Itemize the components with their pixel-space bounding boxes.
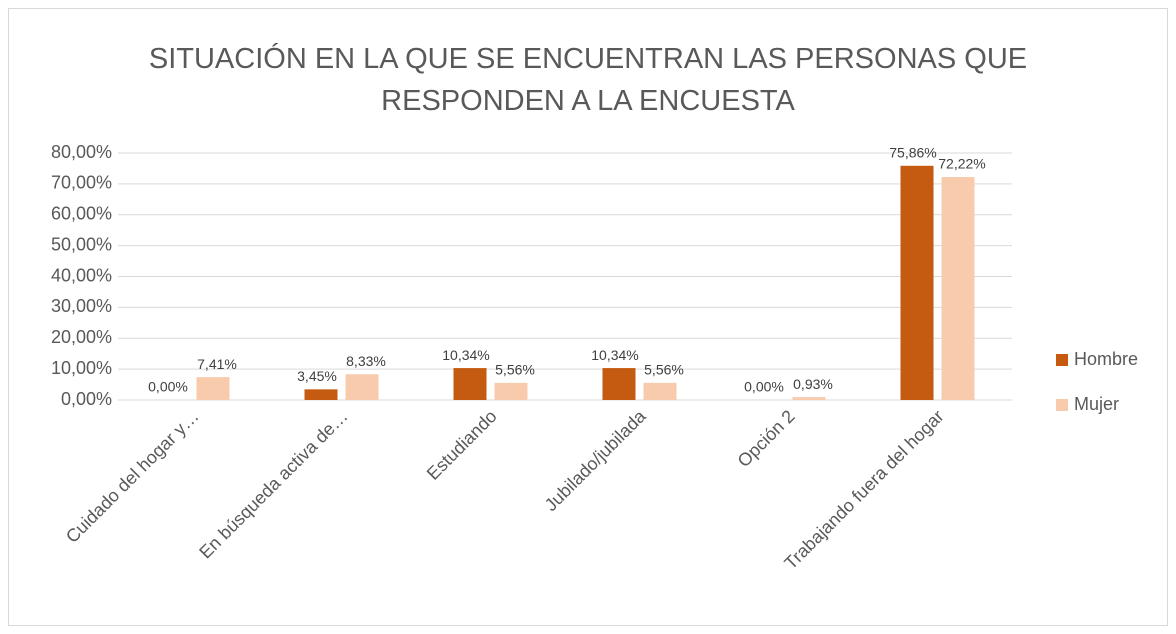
legend-label: Hombre xyxy=(1074,349,1138,369)
value-label: 10,34% xyxy=(591,347,638,363)
value-label: 0,00% xyxy=(744,379,784,395)
bar xyxy=(345,374,379,400)
x-tick-label: Jubilado/jubilada xyxy=(541,405,651,515)
value-label: 7,41% xyxy=(197,356,237,372)
x-tick-label: Estudiando xyxy=(423,406,501,484)
bar xyxy=(643,382,677,400)
y-tick-label: 60,00% xyxy=(51,204,112,224)
y-tick-label: 0,00% xyxy=(61,389,112,409)
x-tick-label: Cuidado del hogar y… xyxy=(62,406,203,547)
value-label: 3,45% xyxy=(297,368,337,384)
y-tick-label: 80,00% xyxy=(51,142,112,162)
x-tick-label: En búsqueda activa de… xyxy=(195,406,351,562)
legend-swatch xyxy=(1056,354,1068,366)
x-tick-label: Trabajando fuera del hogar xyxy=(780,406,947,573)
legend-label: Mujer xyxy=(1074,394,1119,414)
value-label: 0,00% xyxy=(148,379,188,395)
bar xyxy=(941,177,975,400)
y-tick-label: 20,00% xyxy=(51,327,112,347)
y-tick-label: 70,00% xyxy=(51,173,112,193)
legend-swatch xyxy=(1056,399,1068,411)
bar xyxy=(900,165,934,400)
value-label: 8,33% xyxy=(346,353,386,369)
bar xyxy=(453,368,487,400)
x-tick-label: Opción 2 xyxy=(734,406,799,471)
y-tick-label: 50,00% xyxy=(51,234,112,254)
bar xyxy=(602,368,636,400)
value-label: 72,22% xyxy=(938,156,985,172)
value-label: 10,34% xyxy=(442,347,489,363)
value-label: 5,56% xyxy=(644,362,684,378)
bar xyxy=(792,397,826,400)
y-tick-label: 40,00% xyxy=(51,265,112,285)
bar xyxy=(494,382,528,400)
value-label: 0,93% xyxy=(793,376,833,392)
y-tick-label: 10,00% xyxy=(51,358,112,378)
value-label: 5,56% xyxy=(495,362,535,378)
chart-border xyxy=(8,8,1168,626)
value-label: 75,86% xyxy=(889,144,936,160)
y-tick-label: 30,00% xyxy=(51,296,112,316)
chart-title: SITUACIÓN EN LA QUE SE ENCUENTRAN LAS PE… xyxy=(148,43,1028,117)
bar xyxy=(304,389,338,400)
bar xyxy=(196,377,230,400)
